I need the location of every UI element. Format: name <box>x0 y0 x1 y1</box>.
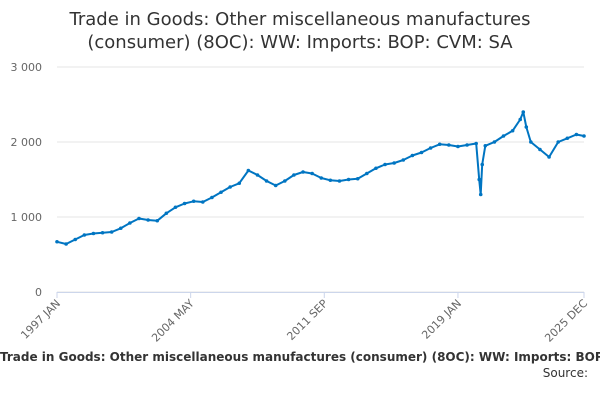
x-tick-label: 2019 JAN <box>419 297 464 342</box>
series-point[interactable] <box>310 171 314 176</box>
series-point[interactable] <box>91 231 96 236</box>
series-point[interactable] <box>474 141 478 146</box>
series-point[interactable] <box>292 173 296 177</box>
series-point[interactable] <box>447 143 451 147</box>
series-point[interactable] <box>518 117 523 122</box>
series-point[interactable] <box>428 146 433 150</box>
x-axis-ticks: 1997 JAN 2004 MAY 2011 SEP 2019 JAN 2025 DEC <box>18 292 590 345</box>
series-point[interactable] <box>73 237 78 242</box>
series-point[interactable] <box>200 200 205 204</box>
y-tick-label: 2 000 <box>11 136 43 149</box>
series-point[interactable] <box>182 201 187 206</box>
series-point[interactable] <box>273 183 278 188</box>
series-point[interactable] <box>456 144 460 149</box>
series-point[interactable] <box>477 177 482 182</box>
x-tick-label: 2025 DEC <box>542 297 590 345</box>
series-point[interactable] <box>328 178 333 183</box>
series-point[interactable] <box>374 166 378 171</box>
series-point[interactable] <box>146 218 150 222</box>
series-point[interactable] <box>128 221 132 225</box>
series-point[interactable] <box>155 218 160 223</box>
series-point[interactable] <box>210 195 214 200</box>
x-tick-label: 2004 MAY <box>149 297 197 345</box>
x-tick-label: 2011 SEP <box>284 297 330 343</box>
y-tick-label: 3 000 <box>11 61 43 74</box>
series-point[interactable] <box>565 136 570 141</box>
y-tick-label: 1 000 <box>11 211 43 224</box>
chart-title: Trade in Goods: Other miscellaneous manu… <box>0 8 600 54</box>
series-point[interactable] <box>164 211 169 216</box>
x-tick-label: 1997 JAN <box>18 297 63 342</box>
footer-title: Trade in Goods: Other miscellaneous manu… <box>0 350 600 364</box>
series-point[interactable] <box>219 190 223 195</box>
series-point[interactable] <box>582 134 586 138</box>
series-point[interactable] <box>100 230 105 235</box>
series-point[interactable] <box>419 150 424 155</box>
series-point[interactable] <box>556 140 560 144</box>
series-point[interactable] <box>538 147 542 152</box>
series-point[interactable] <box>365 171 369 176</box>
y-tick-label: 0 <box>35 286 42 299</box>
series-point[interactable] <box>529 140 533 144</box>
chart-title-line-1: Trade in Goods: Other miscellaneous manu… <box>69 9 531 30</box>
series-point[interactable] <box>137 216 141 221</box>
series-point[interactable] <box>82 233 87 237</box>
series-layer <box>55 110 586 246</box>
series-point[interactable] <box>483 143 488 148</box>
series-point[interactable] <box>228 185 232 189</box>
series-point[interactable] <box>510 128 515 133</box>
series-point[interactable] <box>521 110 526 114</box>
chart-title-line-2: (consumer) (8OC): WW: Imports: BOP: CVM:… <box>87 32 513 53</box>
series-point[interactable] <box>264 179 269 183</box>
series-point[interactable] <box>465 143 469 147</box>
series-point[interactable] <box>246 168 251 173</box>
series-point[interactable] <box>283 179 287 183</box>
series-point[interactable] <box>255 173 260 177</box>
series-point[interactable] <box>480 162 485 167</box>
series-point[interactable] <box>501 134 506 138</box>
series-point[interactable] <box>237 181 242 186</box>
series-point[interactable] <box>524 125 529 129</box>
series-point[interactable] <box>337 179 342 183</box>
series-point[interactable] <box>64 242 68 246</box>
series-point[interactable] <box>346 177 351 182</box>
series-point[interactable] <box>173 205 178 210</box>
series-point[interactable] <box>492 140 497 144</box>
footer-source: Source: <box>542 366 588 380</box>
series-line <box>56 111 585 245</box>
y-axis-ticks: 0 1 000 2 000 3 000 <box>11 61 43 299</box>
series-point[interactable] <box>191 199 196 204</box>
series-point[interactable] <box>55 239 59 244</box>
series-point[interactable] <box>547 155 551 159</box>
series-point[interactable] <box>118 226 123 231</box>
series-point[interactable] <box>437 142 442 147</box>
series-point[interactable] <box>392 161 396 165</box>
series-point[interactable] <box>410 153 415 158</box>
series-point[interactable] <box>478 192 483 197</box>
series-point[interactable] <box>401 158 406 162</box>
series-point[interactable] <box>109 230 114 234</box>
series-point[interactable] <box>301 170 305 174</box>
series-point[interactable] <box>383 162 387 167</box>
series-point[interactable] <box>319 176 324 180</box>
series-point[interactable] <box>355 176 360 181</box>
series-point[interactable] <box>574 132 579 137</box>
